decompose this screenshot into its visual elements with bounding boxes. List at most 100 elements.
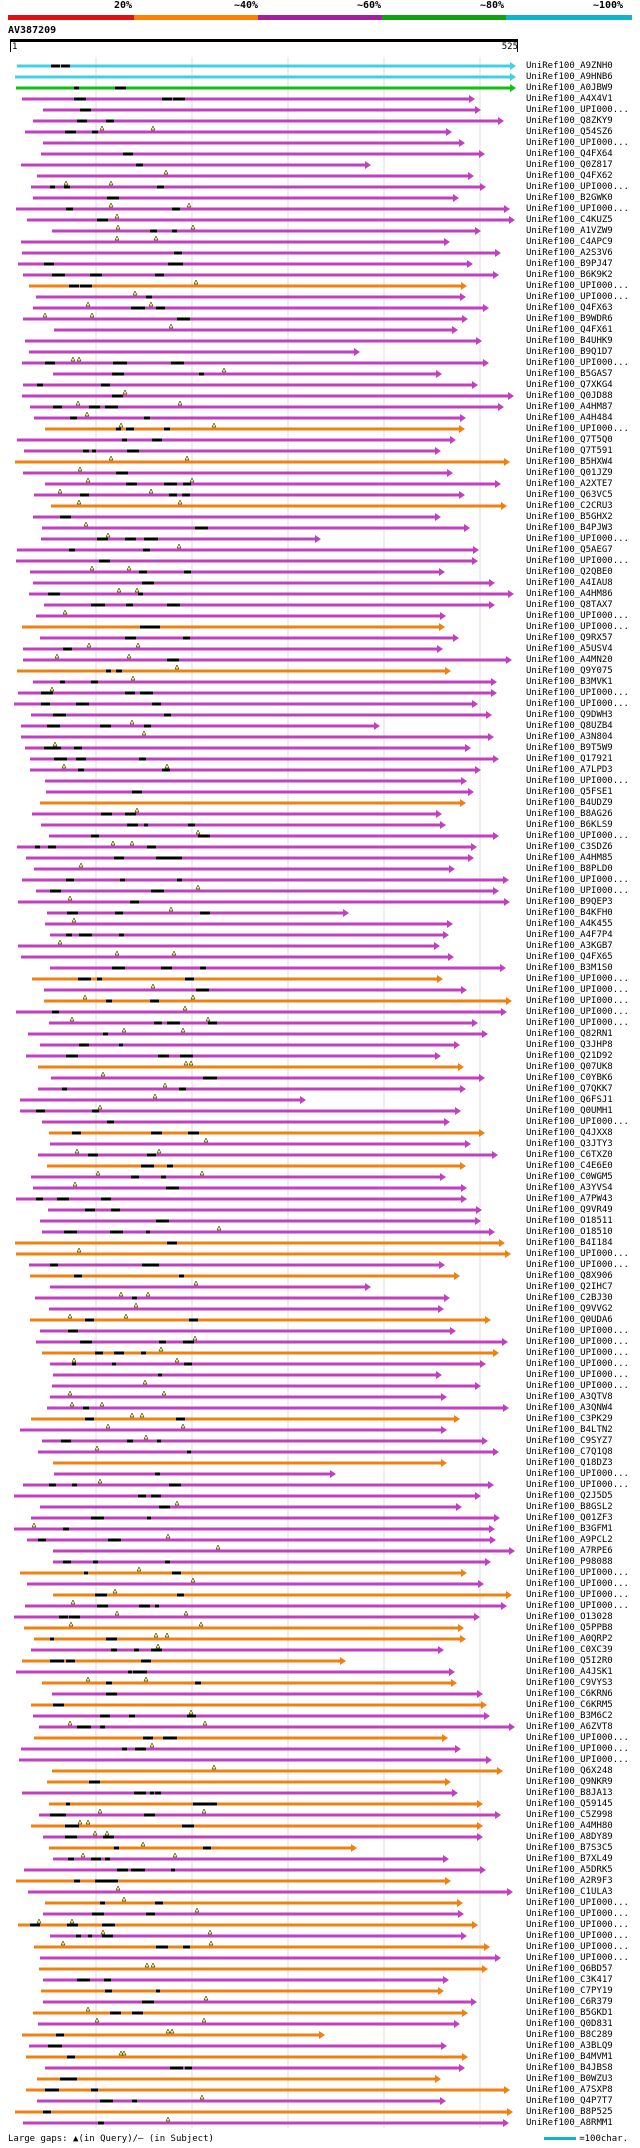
hit-label[interactable]: UniRef100_Q4FX62 <box>526 171 613 181</box>
hit-label[interactable]: UniRef100_P98088 <box>526 1557 613 1567</box>
hit-label[interactable]: UniRef100_UPI000... <box>526 831 629 841</box>
hit-label[interactable]: UniRef100_C4KUZ5 <box>526 215 613 225</box>
hit-label[interactable]: UniRef100_UPI000... <box>526 1579 629 1589</box>
hit-label[interactable]: UniRef100_Q2QBE0 <box>526 567 613 577</box>
hit-label[interactable]: UniRef100_UPI000... <box>526 688 629 698</box>
hit-label[interactable]: UniRef100_UPI000... <box>526 1018 629 1028</box>
hit-label[interactable]: UniRef100_UPI000... <box>526 1953 629 1963</box>
hit-label[interactable]: UniRef100_UPI000... <box>526 776 629 786</box>
hit-label[interactable]: UniRef100_Q6FSJ1 <box>526 1095 613 1105</box>
hit-label[interactable]: UniRef100_UPI000... <box>526 974 629 984</box>
hit-label[interactable]: UniRef100_UPI000... <box>526 1117 629 1127</box>
hit-label[interactable]: UniRef100_B5HXW4 <box>526 457 613 467</box>
hit-label[interactable]: UniRef100_Q4JXX8 <box>526 1128 613 1138</box>
hit-label[interactable]: UniRef100_Q21D92 <box>526 1051 613 1061</box>
hit-label[interactable]: UniRef100_A2R9F3 <box>526 1876 613 1886</box>
hit-label[interactable]: UniRef100_A7LPD3 <box>526 765 613 775</box>
hit-label[interactable]: UniRef100_C0XC39 <box>526 1645 613 1655</box>
hit-label[interactable]: UniRef100_UPI000... <box>526 105 629 115</box>
hit-label[interactable]: UniRef100_B5GKD1 <box>526 2008 613 2018</box>
hit-label[interactable]: UniRef100_UPI000... <box>526 699 629 709</box>
hit-label[interactable]: UniRef100_UPI000... <box>526 1007 629 1017</box>
hit-label[interactable]: UniRef100_B3M1S0 <box>526 963 613 973</box>
hit-label[interactable]: UniRef100_UPI000... <box>526 1590 629 1600</box>
hit-label[interactable]: UniRef100_B9T5W9 <box>526 743 613 753</box>
hit-label[interactable]: UniRef100_A0JBW9 <box>526 83 613 93</box>
hit-label[interactable]: UniRef100_UPI000... <box>526 556 629 566</box>
hit-label[interactable]: UniRef100_UPI000... <box>526 281 629 291</box>
hit-label[interactable]: UniRef100_UPI000... <box>526 1370 629 1380</box>
hit-label[interactable]: UniRef100_UPI000... <box>526 875 629 885</box>
hit-label[interactable]: UniRef100_Q2IHC7 <box>526 1282 613 1292</box>
hit-label[interactable]: UniRef100_UPI000... <box>526 1898 629 1908</box>
hit-label[interactable]: UniRef100_O13028 <box>526 1612 613 1622</box>
hit-label[interactable]: UniRef100_Q3JHP8 <box>526 1040 613 1050</box>
hit-label[interactable]: UniRef100_UPI000... <box>526 1909 629 1919</box>
hit-label[interactable]: UniRef100_A4MN20 <box>526 655 613 665</box>
hit-label[interactable]: UniRef100_UPI000... <box>526 1381 629 1391</box>
hit-label[interactable]: UniRef100_A4HM86 <box>526 589 613 599</box>
hit-label[interactable]: UniRef100_Q0JD88 <box>526 391 613 401</box>
hit-label[interactable]: UniRef100_B3GFM1 <box>526 1524 613 1534</box>
hit-label[interactable]: UniRef100_A4IAU8 <box>526 578 613 588</box>
hit-label[interactable]: UniRef100_UPI000... <box>526 1920 629 1930</box>
hit-label[interactable]: UniRef100_UPI000... <box>526 996 629 1006</box>
hit-label[interactable]: UniRef100_Q5I2R0 <box>526 1656 613 1666</box>
hit-label[interactable]: UniRef100_Q8ZKY9 <box>526 116 613 126</box>
hit-label[interactable]: UniRef100_Q17921 <box>526 754 613 764</box>
hit-label[interactable]: UniRef100_B7XL49 <box>526 1854 613 1864</box>
hit-label[interactable]: UniRef100_B4UDZ9 <box>526 798 613 808</box>
hit-label[interactable]: UniRef100_Q4P7T7 <box>526 2096 613 2106</box>
hit-label[interactable]: UniRef100_A4HM85 <box>526 853 613 863</box>
hit-label[interactable]: UniRef100_UPI000... <box>526 1755 629 1765</box>
hit-label[interactable]: UniRef100_UPI000... <box>526 1480 629 1490</box>
hit-label[interactable]: UniRef100_A9HNB6 <box>526 72 613 82</box>
hit-label[interactable]: UniRef100_A3KGB7 <box>526 941 613 951</box>
hit-label[interactable]: UniRef100_Q54SZ6 <box>526 127 613 137</box>
hit-label[interactable]: UniRef100_A4HM87 <box>526 402 613 412</box>
hit-label[interactable]: UniRef100_UPI000... <box>526 1337 629 1347</box>
hit-label[interactable]: UniRef100_Q18DZ3 <box>526 1458 613 1468</box>
hit-label[interactable]: UniRef100_Q6X248 <box>526 1766 613 1776</box>
hit-label[interactable]: UniRef100_UPI000... <box>526 1733 629 1743</box>
hit-label[interactable]: UniRef100_A7RPE6 <box>526 1546 613 1556</box>
hit-label[interactable]: UniRef100_Q82RN1 <box>526 1029 613 1039</box>
hit-label[interactable]: UniRef100_C2BJ30 <box>526 1293 613 1303</box>
hit-label[interactable]: UniRef100_C0YBK6 <box>526 1073 613 1083</box>
hit-label[interactable]: UniRef100_B8GSL2 <box>526 1502 613 1512</box>
hit-label[interactable]: UniRef100_Q9DWH3 <box>526 710 613 720</box>
hit-label[interactable]: UniRef100_B3M6C2 <box>526 1711 613 1721</box>
hit-label[interactable]: UniRef100_B8PLD0 <box>526 864 613 874</box>
hit-label[interactable]: UniRef100_UPI000... <box>526 1260 629 1270</box>
hit-label[interactable]: UniRef100_C2CRU3 <box>526 501 613 511</box>
hit-label[interactable]: UniRef100_Q07UK8 <box>526 1062 613 1072</box>
hit-label[interactable]: UniRef100_Q01ZF3 <box>526 1513 613 1523</box>
hit-label[interactable]: UniRef100_A5DRK5 <box>526 1865 613 1875</box>
hit-label[interactable]: UniRef100_UPI000... <box>526 622 629 632</box>
hit-label[interactable]: UniRef100_A6ZVT8 <box>526 1722 613 1732</box>
hit-label[interactable]: UniRef100_B2GWK0 <box>526 193 613 203</box>
hit-label[interactable]: UniRef100_Q0UDA6 <box>526 1315 613 1325</box>
hit-label[interactable]: UniRef100_B4I184 <box>526 1238 613 1248</box>
hit-label[interactable]: UniRef100_A4JSK1 <box>526 1667 613 1677</box>
hit-label[interactable]: UniRef100_C3K417 <box>526 1975 613 1985</box>
hit-label[interactable]: UniRef100_Q7XKG4 <box>526 380 613 390</box>
hit-label[interactable]: UniRef100_Q4FX64 <box>526 149 613 159</box>
hit-label[interactable]: UniRef100_A2XTE7 <box>526 479 613 489</box>
hit-label[interactable]: UniRef100_UPI000... <box>526 292 629 302</box>
hit-label[interactable]: UniRef100_UPI000... <box>526 534 629 544</box>
hit-label[interactable]: UniRef100_B4PJW3 <box>526 523 613 533</box>
hit-label[interactable]: UniRef100_O18510 <box>526 1227 613 1237</box>
hit-label[interactable]: UniRef100_A5USV4 <box>526 644 613 654</box>
hit-label[interactable]: UniRef100_UPI000... <box>526 1601 629 1611</box>
hit-label[interactable]: UniRef100_A3BLQ9 <box>526 2041 613 2051</box>
hit-label[interactable]: UniRef100_B9Q1D7 <box>526 347 613 357</box>
hit-label[interactable]: UniRef100_UPI000... <box>526 1249 629 1259</box>
hit-label[interactable]: UniRef100_Q0Z817 <box>526 160 613 170</box>
hit-label[interactable]: UniRef100_A3YVS4 <box>526 1183 613 1193</box>
hit-label[interactable]: UniRef100_B0WZU3 <box>526 2074 613 2084</box>
hit-label[interactable]: UniRef100_A1VZW9 <box>526 226 613 236</box>
hit-label[interactable]: UniRef100_A7PW43 <box>526 1194 613 1204</box>
hit-label[interactable]: UniRef100_Q4FX63 <box>526 303 613 313</box>
hit-label[interactable]: UniRef100_A9PCL2 <box>526 1535 613 1545</box>
